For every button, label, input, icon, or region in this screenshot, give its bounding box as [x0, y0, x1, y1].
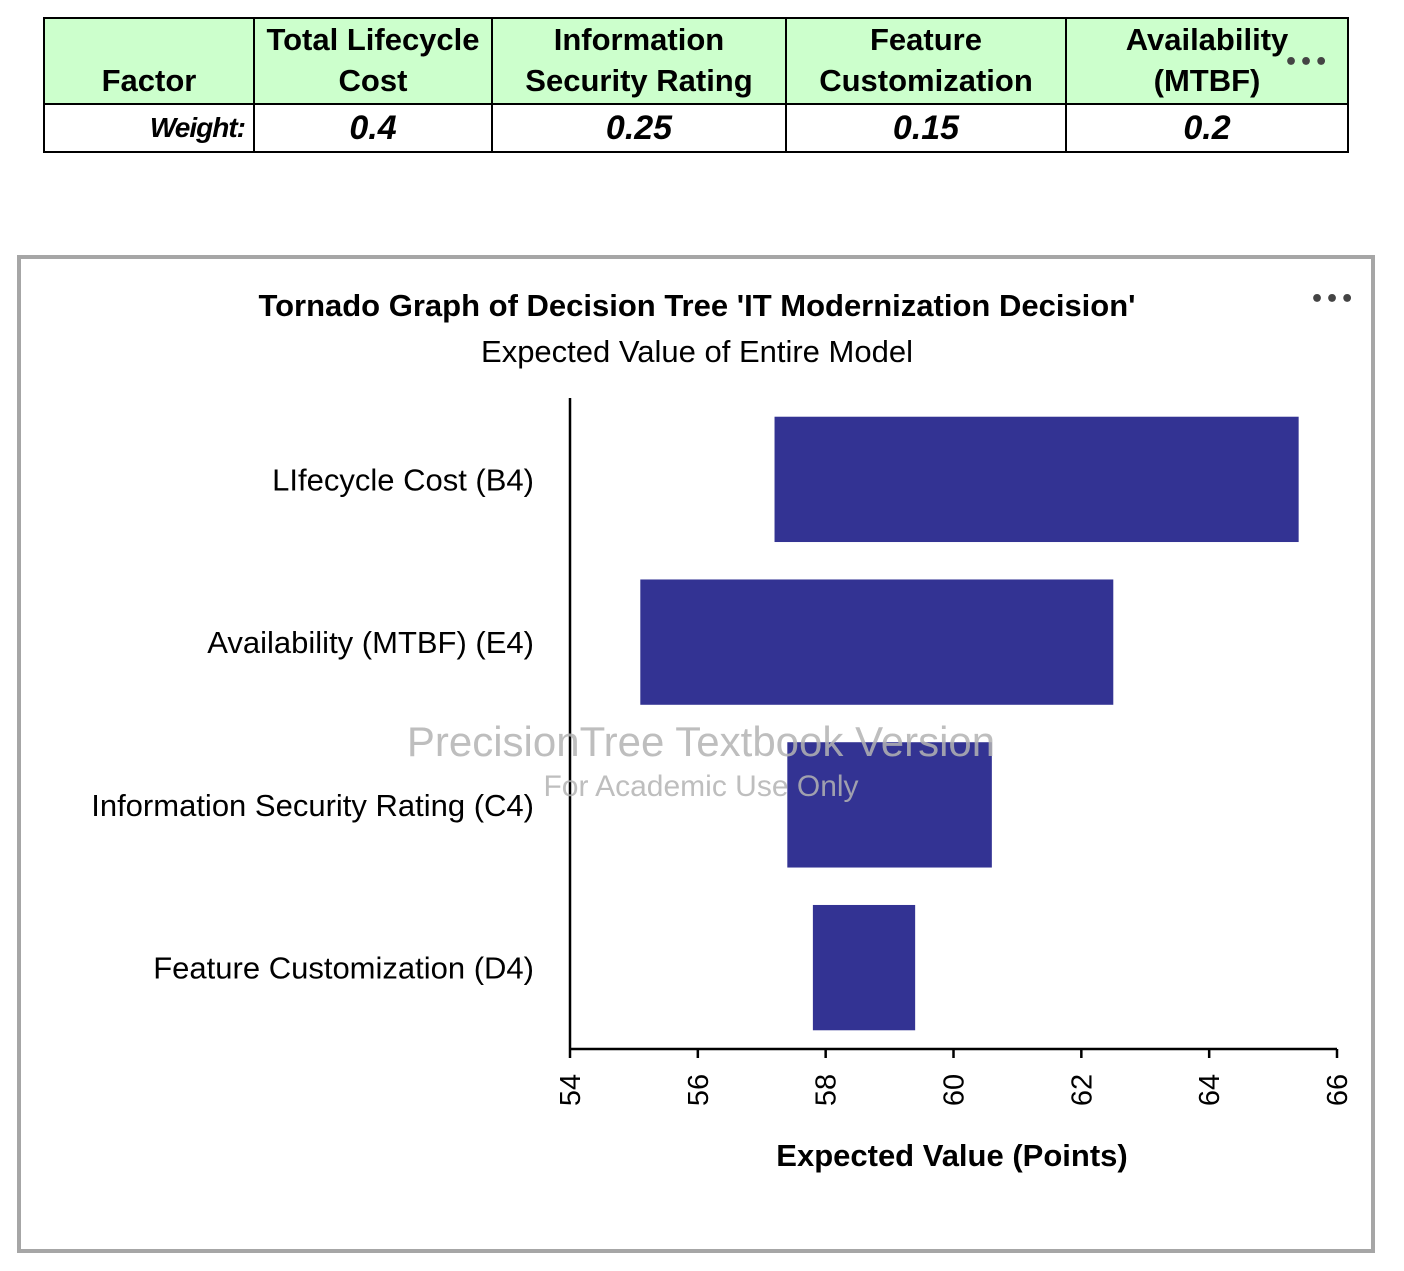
header-text-line: Information — [553, 22, 725, 57]
weights-header-row: Factor Total Lifecycle Cost Information Se… — [43, 17, 1349, 105]
chart-title: Tornado Graph of Decision Tree 'IT Moder… — [258, 288, 1135, 323]
weights-table: Factor Total Lifecycle Cost Information Se… — [43, 17, 1349, 153]
header-text-line: Cost — [338, 63, 408, 98]
x-tick-label: 54 — [555, 1074, 587, 1106]
x-tick-label: 62 — [1066, 1074, 1098, 1106]
tornado-bar — [640, 579, 1114, 705]
header-security-rating: Information Security Rating — [491, 17, 787, 105]
chart-more-options-icon[interactable]: ••• — [1310, 287, 1356, 312]
category-label: Feature Customization (D4) — [153, 951, 534, 986]
x-tick-label: 64 — [1194, 1074, 1226, 1106]
table-more-options-icon[interactable]: ••• — [1284, 50, 1330, 75]
header-text-line: Availability — [1125, 22, 1289, 57]
tornado-bar — [787, 742, 992, 868]
weights-value-row: Weight: 0.4 0.25 0.15 0.2 — [43, 103, 1349, 153]
header-text-line: (MTBF) — [1153, 63, 1261, 98]
x-axis-label: Expected Value (Points) — [776, 1138, 1127, 1173]
weight-label: Weight: — [43, 103, 255, 153]
watermark-line-2: For Academic Use Only — [543, 770, 858, 803]
weight-value: 0.4 — [253, 103, 493, 153]
chart-subtitle: Expected Value of Entire Model — [481, 334, 913, 369]
header-text-line: Security Rating — [525, 63, 753, 98]
weight-value: 0.15 — [785, 103, 1067, 153]
weight-value: 0.2 — [1065, 103, 1349, 153]
x-tick-label: 66 — [1322, 1074, 1354, 1106]
header-text-line: Feature — [870, 22, 982, 57]
x-tick-label: 58 — [811, 1074, 843, 1106]
tornado-bar — [774, 416, 1299, 543]
x-tick-label: 56 — [683, 1074, 715, 1106]
header-text-line: Customization — [819, 63, 1033, 98]
header-factor: Factor — [43, 17, 255, 105]
header-availability: Availability (MTBF) — [1065, 17, 1349, 105]
category-label: Availability (MTBF) (E4) — [207, 625, 534, 660]
tornado-bar — [812, 904, 916, 1031]
header-lifecycle-cost: Total Lifecycle Cost — [253, 17, 493, 105]
watermark-line-1: PrecisionTree Textbook Version — [407, 718, 995, 765]
weight-value: 0.25 — [491, 103, 787, 153]
header-customization: Feature Customization — [785, 17, 1067, 105]
header-text-line: Total Lifecycle — [266, 22, 480, 57]
x-tick-label: 60 — [939, 1074, 971, 1106]
category-label: LIfecycle Cost (B4) — [272, 462, 534, 497]
category-label: Information Security Rating (C4) — [91, 788, 534, 823]
